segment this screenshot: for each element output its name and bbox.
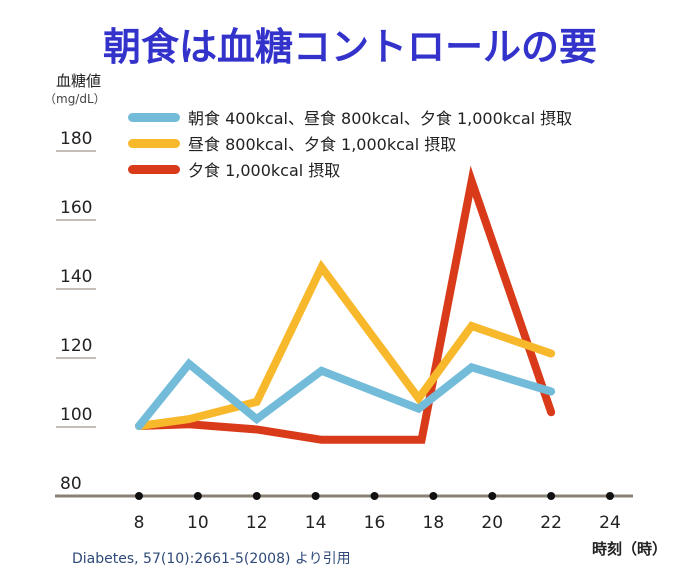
x-tick-dot: [606, 492, 614, 500]
y-tick-label: 160: [60, 198, 92, 218]
y-tick-label: 80: [60, 474, 82, 494]
legend: 朝食 400kcal、昼食 800kcal、夕食 1,000kcal 摂取 昼食…: [128, 104, 572, 182]
page-title: 朝食は血糖コントロールの要: [102, 25, 597, 69]
y-tick-label: 180: [60, 129, 92, 149]
x-tick-label: 18: [423, 513, 445, 533]
legend-label: 昼食 800kcal、夕食 1,000kcal 摂取: [188, 135, 457, 154]
x-tick-label: 20: [481, 513, 503, 533]
x-tick-dot: [135, 492, 143, 500]
x-tick-dot: [547, 492, 556, 500]
y-axis-unit: （mg/dL）: [44, 92, 106, 106]
x-tick-dot: [488, 492, 497, 500]
y-tick-label: 120: [60, 336, 92, 356]
x-tick-dot: [370, 492, 379, 500]
x-tick-label: 24: [599, 513, 621, 533]
x-tick-dot: [311, 492, 320, 500]
legend-swatch: [128, 112, 180, 122]
x-tick-dot: [252, 492, 261, 500]
legend-item: 夕食 1,000kcal 摂取: [128, 156, 572, 182]
legend-swatch: [128, 164, 180, 174]
source-citation: Diabetes, 57(10):2661-5(2008) より引用: [72, 551, 351, 567]
y-tick-label: 140: [60, 267, 92, 287]
x-tick-label: 10: [187, 513, 209, 533]
x-axis-label: 時刻（時）: [592, 540, 668, 558]
series-line-2: [135, 165, 556, 444]
legend-swatch: [128, 138, 180, 148]
y-axis-label: 血糖値: [56, 72, 102, 90]
x-tick-label: 14: [305, 513, 327, 533]
x-tick-label: 12: [246, 513, 268, 533]
legend-item: 昼食 800kcal、夕食 1,000kcal 摂取: [128, 130, 572, 156]
x-tick-label: 16: [364, 513, 386, 533]
series-line-1: [135, 259, 556, 430]
x-tick-dot: [429, 492, 438, 500]
legend-label: 朝食 400kcal、昼食 800kcal、夕食 1,000kcal 摂取: [188, 109, 573, 128]
y-tick-label: 100: [60, 405, 92, 425]
legend-label: 夕食 1,000kcal 摂取: [188, 161, 341, 180]
x-tick-dot: [193, 492, 202, 500]
series-line-0: [135, 358, 556, 430]
x-tick-label: 22: [540, 513, 562, 533]
x-tick-label: 8: [134, 513, 145, 533]
legend-item: 朝食 400kcal、昼食 800kcal、夕食 1,000kcal 摂取: [128, 104, 572, 130]
